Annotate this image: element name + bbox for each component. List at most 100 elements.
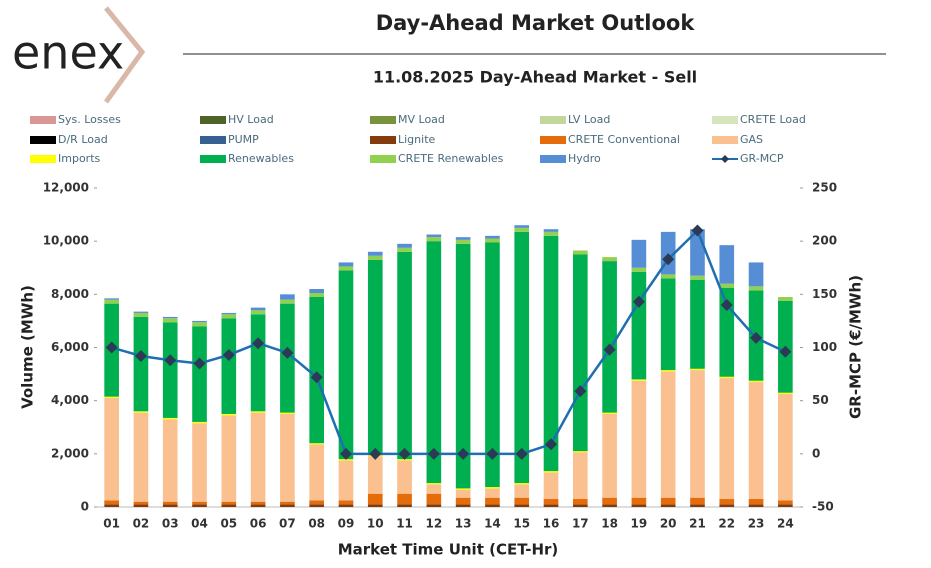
bar-segment <box>250 307 266 311</box>
mcp-marker <box>603 343 616 356</box>
bar-segment <box>426 493 442 505</box>
legend-label: GAS <box>740 133 763 146</box>
bar-segment <box>221 318 237 414</box>
legend-label: Renewables <box>228 152 294 165</box>
bar-segment <box>572 254 588 452</box>
mcp-marker <box>281 346 294 359</box>
x-tick-label: 06 <box>250 517 267 531</box>
bar-segment <box>397 251 412 460</box>
bar-segment <box>192 504 207 507</box>
bar-segment <box>602 261 617 413</box>
bar-segment <box>133 312 149 317</box>
bar-segment <box>455 488 471 490</box>
y2-tick-label: 50 <box>812 393 829 407</box>
legend-label: HV Load <box>228 113 274 126</box>
bar-segment <box>778 500 793 505</box>
mcp-marker <box>193 357 206 370</box>
x-tick-label: 13 <box>455 517 472 531</box>
bar-segment <box>514 227 530 232</box>
bar-segment <box>455 237 471 240</box>
bar-segment <box>485 242 500 488</box>
chart-title: Day-Ahead Market Outlook <box>376 11 696 35</box>
x-tick-label: 20 <box>660 517 677 531</box>
bar-segment <box>338 500 354 505</box>
mcp-marker <box>457 447 470 460</box>
x-tick-label: 08 <box>308 517 325 531</box>
mcp-marker <box>339 447 352 460</box>
bar-segment <box>162 419 178 502</box>
bar-segment <box>778 296 793 301</box>
y2-tick-label: -50 <box>812 500 834 514</box>
bar-segment <box>280 294 295 300</box>
bar-segment <box>426 241 442 484</box>
bar-segment <box>367 259 383 456</box>
legend-label: LV Load <box>568 113 610 126</box>
bar-segment <box>426 484 442 494</box>
bar-segment <box>631 379 647 381</box>
bar-segment <box>397 493 412 505</box>
bar-segment <box>572 451 588 453</box>
bar-segment <box>778 504 793 507</box>
legend-swatch <box>30 136 56 144</box>
bar-segment <box>309 504 325 507</box>
legend-label: Lignite <box>398 133 436 146</box>
bar-segment <box>192 421 207 424</box>
bar-segment <box>162 501 178 505</box>
bar-segment <box>397 460 412 494</box>
bar-segment <box>660 504 676 507</box>
x-tick-label: 15 <box>513 517 530 531</box>
legend-swatch <box>370 155 396 163</box>
x-tick-label: 12 <box>426 517 443 531</box>
logo: enex <box>12 26 124 80</box>
mcp-marker <box>427 447 440 460</box>
bar-segment <box>660 371 676 498</box>
bar-segment <box>455 239 471 244</box>
legend-swatch <box>712 116 738 124</box>
bar-segment <box>426 483 442 485</box>
bar-segment <box>426 234 442 238</box>
bar-segment <box>485 497 500 505</box>
bar-segment <box>192 326 207 422</box>
bar-segment <box>221 312 237 315</box>
bar-segment <box>309 289 325 294</box>
bar-segment <box>367 456 383 494</box>
bar-segment <box>309 296 325 444</box>
legend-label: D/R Load <box>58 133 108 146</box>
mcp-marker <box>252 337 265 350</box>
legend-swatch <box>200 136 226 144</box>
x-tick-label: 16 <box>543 517 560 531</box>
bar-segment <box>280 412 295 414</box>
bar-segment <box>660 274 676 279</box>
mcp-marker <box>486 447 499 460</box>
legend-label: Hydro <box>568 152 601 165</box>
bar-segment <box>485 504 500 507</box>
y-tick-label: 2,000 <box>51 446 89 460</box>
bar-segment <box>162 316 178 319</box>
bar-segment <box>543 472 559 500</box>
bar-segment <box>397 243 412 248</box>
bar-segment <box>192 501 207 505</box>
bar-segment <box>631 497 647 505</box>
bar-segment <box>104 500 119 505</box>
bar-segment <box>280 501 295 505</box>
bar-segment <box>309 444 325 501</box>
bar-segment <box>660 497 676 505</box>
bar-segment <box>104 299 119 304</box>
legend-swatch <box>30 155 56 163</box>
bar-segment <box>690 275 705 280</box>
bar-segment <box>162 322 178 418</box>
bar-segment <box>543 504 559 507</box>
bar-segment <box>485 235 500 239</box>
mcp-marker <box>779 345 792 358</box>
bar-segment <box>250 412 266 502</box>
bar-segment <box>631 380 647 498</box>
legend-swatch <box>200 155 226 163</box>
legend-swatch <box>200 116 226 124</box>
y2-tick-label: 250 <box>812 181 837 195</box>
bar-segment <box>221 415 237 502</box>
bar-segment <box>162 417 178 420</box>
bar-segment <box>572 452 588 500</box>
bar-segment <box>338 266 354 271</box>
bar-segment <box>514 231 530 484</box>
